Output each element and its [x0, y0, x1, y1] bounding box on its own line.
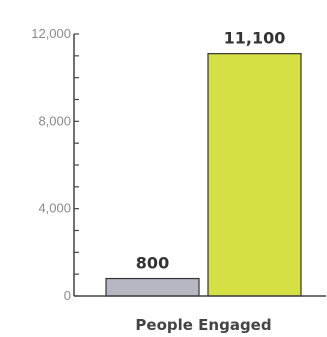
- y-tick-label: 4,000: [38, 201, 71, 216]
- bar-1: [207, 53, 302, 297]
- data-labels: 800 11,100: [136, 29, 286, 273]
- bar-value-label-1: 11,100: [224, 29, 286, 48]
- bar-0: [105, 277, 200, 297]
- y-tick-label: 12,000: [31, 26, 71, 41]
- y-axis-ticks: 0 4,000 8,000 12,000: [31, 26, 79, 303]
- y-tick-label: 8,000: [38, 113, 71, 128]
- y-tick-label: 0: [64, 288, 71, 303]
- bars: [105, 53, 302, 297]
- bar-value-label-0: 800: [136, 254, 169, 273]
- x-axis-label: People Engaged: [135, 316, 271, 334]
